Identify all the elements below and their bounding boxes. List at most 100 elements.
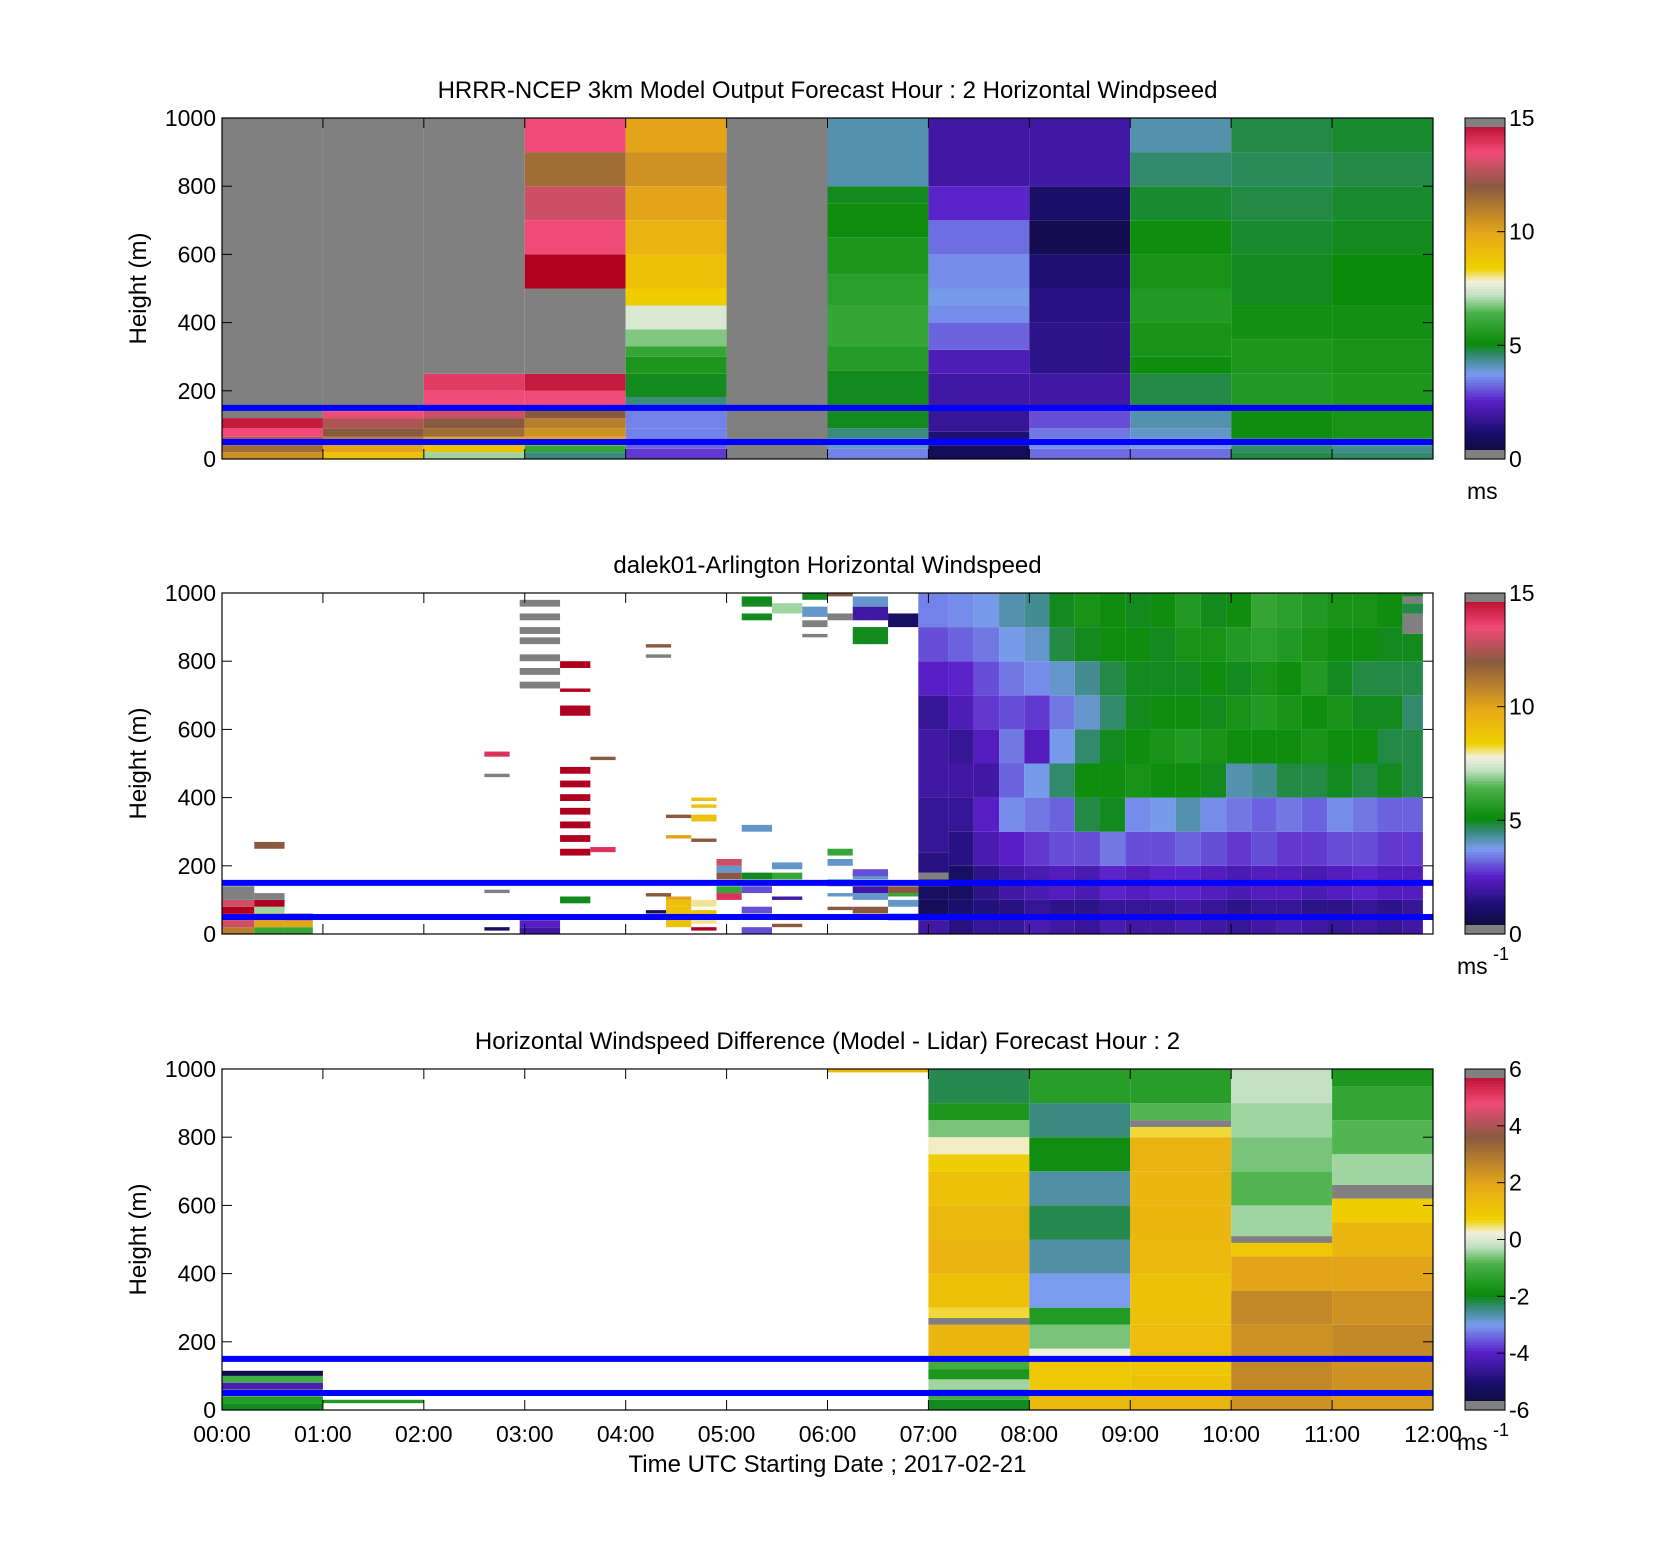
colorbar-segment: [1465, 826, 1505, 830]
heatmap-cell: [1130, 1358, 1232, 1376]
heatmap-cell: [948, 831, 974, 866]
colorbar-segment: [1465, 294, 1505, 298]
heatmap-cell: [827, 593, 853, 597]
colorbar-segment: [1465, 1174, 1505, 1178]
colorbar-segment: [1465, 319, 1505, 324]
heatmap-cell: [1099, 627, 1126, 662]
colorbar-segment: [1465, 450, 1505, 459]
colorbar-segment: [1465, 1401, 1505, 1410]
heatmap-cell: [1024, 916, 1050, 934]
heatmap-cell: [1332, 452, 1433, 459]
colorbar-unit: ms: [1467, 478, 1498, 504]
heatmap-cell: [1231, 1256, 1333, 1291]
heatmap-cell: [888, 899, 919, 907]
heatmap-cell: [1029, 407, 1131, 429]
heatmap-cell: [1200, 763, 1227, 798]
heatmap-cell: [1074, 797, 1100, 832]
heatmap-cell: [928, 1103, 1030, 1121]
heatmap-cell: [1029, 1205, 1131, 1240]
heatmap-cell: [1231, 1392, 1333, 1410]
colorbar-segment: [1465, 422, 1505, 426]
colorbar-segment: [1465, 743, 1505, 748]
colorbar-segment: [1465, 368, 1505, 372]
heatmap-cell: [1377, 627, 1403, 662]
y-tick-label: 0: [203, 1397, 216, 1423]
colorbar-tick-label: 10: [1509, 694, 1535, 720]
colorbar-segment: [1465, 720, 1505, 725]
heatmap-cell: [1251, 593, 1277, 628]
heatmap-cell: [625, 254, 727, 289]
heatmap-cell: [1332, 220, 1433, 255]
colorbar-tick-label: 4: [1509, 1113, 1522, 1139]
heatmap-cell: [524, 288, 626, 374]
heatmap-cell: [1377, 899, 1403, 917]
heatmap-cell: [691, 910, 717, 917]
heatmap-cell: [1175, 729, 1201, 764]
colorbar-segment: [1465, 1171, 1505, 1175]
heatmap-cell: [1125, 729, 1151, 764]
colorbar-segment: [1465, 362, 1505, 366]
heatmap-cell: [1099, 797, 1126, 832]
heatmap-cell: [1231, 339, 1333, 374]
heatmap-cell: [1175, 763, 1201, 798]
y-tick-label: 600: [178, 1192, 216, 1218]
colorbar-segment: [1465, 254, 1505, 258]
colorbar-segment: [1465, 1182, 1505, 1187]
heatmap-cell: [1251, 831, 1277, 866]
colorbar-segment: [1465, 1265, 1505, 1269]
heatmap-cell: [1402, 633, 1423, 662]
heatmap-cell: [1301, 831, 1328, 866]
colorbar-segment: [1465, 681, 1505, 685]
heatmap-cell: [716, 872, 742, 880]
heatmap-cell: [928, 1171, 1030, 1206]
heatmap-cell: [999, 797, 1025, 832]
colorbar-segment: [1465, 385, 1505, 389]
heatmap-cell: [1226, 627, 1252, 662]
colorbar-segment: [1465, 1230, 1505, 1235]
heatmap-cell: [1327, 627, 1353, 662]
heatmap-cell: [1130, 373, 1232, 408]
heatmap-cell: [524, 220, 626, 255]
colorbar-segment: [1465, 279, 1505, 284]
heatmap-cell: [1099, 695, 1126, 730]
colorbar-segment: [1465, 260, 1505, 264]
heatmap-cell: [1049, 797, 1075, 832]
colorbar-segment: [1465, 180, 1505, 184]
colorbar-segment: [1465, 828, 1505, 833]
heatmap-cell: [716, 858, 742, 866]
heatmap-cell: [1200, 899, 1227, 917]
heatmap-cell: [524, 390, 626, 408]
heatmap-cell: [918, 797, 949, 853]
colorbar-segment: [1465, 302, 1505, 307]
colorbar-segment: [1465, 356, 1505, 361]
colorbar-segment: [1465, 1395, 1505, 1400]
heatmap-cell: [928, 445, 1030, 459]
heatmap-cell: [928, 373, 1030, 408]
colorbar-segment: [1465, 916, 1505, 921]
heatmap-cell: [560, 766, 591, 774]
heatmap-cell: [1377, 831, 1403, 866]
heatmap-cell: [1231, 1171, 1333, 1206]
colorbar-segment: [1465, 387, 1505, 392]
colorbar-segment: [1465, 1185, 1505, 1189]
colorbar-segment: [1465, 1088, 1505, 1093]
heatmap-cell: [948, 729, 974, 764]
heatmap-cell: [928, 322, 1030, 350]
colorbar-segment: [1465, 200, 1505, 204]
heatmap-cell: [625, 448, 727, 459]
heatmap-cell: [1402, 916, 1423, 934]
x-tick-label: 06:00: [799, 1421, 857, 1447]
heatmap-cell: [973, 831, 1000, 866]
colorbar-segment: [1465, 1333, 1505, 1337]
heatmap-cell: [1024, 831, 1050, 866]
colorbar-unit: ms: [1457, 953, 1488, 979]
heatmap-cell: [802, 620, 828, 628]
heatmap-cell: [928, 1379, 1030, 1390]
y-tick-label: 800: [178, 1124, 216, 1150]
heatmap-cell: [1332, 445, 1433, 453]
heatmap-cell: [827, 346, 929, 371]
colorbar-segment: [1465, 692, 1505, 696]
colorbar-segment: [1465, 740, 1505, 745]
colorbar-segment: [1465, 1219, 1505, 1224]
colorbar-segment: [1465, 393, 1505, 398]
